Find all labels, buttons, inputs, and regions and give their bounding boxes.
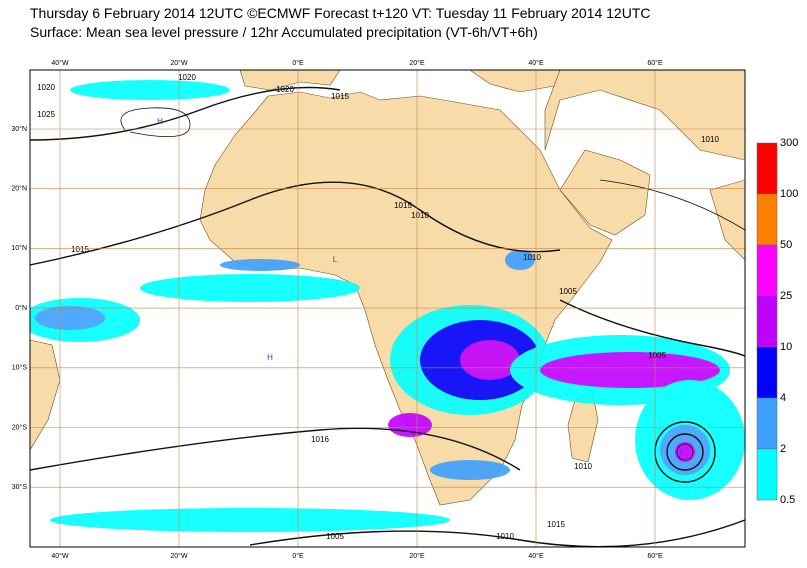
longitude-label: 40°E: [528, 552, 544, 560]
legend-label: 10: [780, 341, 792, 353]
pressure-centre: H: [267, 353, 273, 362]
longitude-label: 40°W: [51, 552, 69, 560]
latitude-label: 20°S: [12, 423, 28, 431]
isobar-label: 1010: [411, 211, 429, 220]
legend-swatch: [756, 142, 778, 195]
map: 1020 1020 1020 1025 1015 1015 1015 1010 …: [30, 70, 745, 547]
isobar-label: 1015: [71, 245, 89, 254]
pressure-centre: L: [680, 447, 685, 456]
longitude-label: 20°W: [170, 552, 188, 560]
pressure-centre: L: [333, 255, 338, 264]
isobar-label: 1005: [326, 532, 344, 541]
latitude-label: 30°N: [11, 125, 27, 133]
isobar-labels: 1020 1020 1020 1025 1015 1015 1015 1010 …: [37, 73, 719, 541]
longitude-label: 20°E: [409, 552, 425, 560]
latitude-label: 10°N: [11, 244, 27, 252]
longitude-label: 0°E: [292, 552, 304, 560]
legend-swatch: [756, 244, 778, 297]
legend-label: 50: [780, 239, 792, 251]
legend-swatch: [756, 397, 778, 450]
latitude-label: 20°N: [11, 185, 27, 193]
isobar-label: 1005: [559, 287, 577, 296]
latitude-label: 30°S: [12, 483, 28, 491]
isobar-label: 1015: [547, 520, 565, 529]
longitude-label: 40°W: [51, 59, 69, 67]
longitude-label: 20°E: [409, 59, 425, 67]
isobar-label: 1010: [523, 253, 541, 262]
longitude-label: 0°E: [292, 59, 304, 67]
isobar-label: 1020: [276, 85, 294, 94]
isobar-label: 1010: [574, 462, 592, 471]
longitude-label: 60°E: [647, 552, 663, 560]
title: Thursday 6 February 2014 12UTC ©ECMWF Fo…: [30, 5, 651, 21]
isobar-label: 1005: [648, 351, 666, 360]
isobar-label: 1015: [394, 201, 412, 210]
pressure-centre: H: [157, 117, 163, 126]
legend-swatch: [756, 193, 778, 246]
isobar-label: 1020: [178, 73, 196, 82]
longitude-label: 20°W: [170, 59, 188, 67]
latitude-label: 0°N: [15, 304, 27, 312]
legend-label: 100: [780, 188, 798, 200]
legend-swatch: [756, 346, 778, 399]
latitude-label: 10°S: [12, 364, 28, 372]
legend-label: 2: [780, 443, 786, 455]
longitude-label: 40°E: [528, 59, 544, 67]
legend-swatch: [756, 448, 778, 501]
isobar-label: 1016: [311, 435, 329, 444]
longitude-label: 60°E: [647, 59, 663, 67]
legend-label: 300: [780, 137, 798, 149]
isobar-label: 1015: [331, 92, 349, 101]
isobar-label: 1025: [37, 110, 55, 119]
legend-swatch: [756, 295, 778, 348]
legend-label: 25: [780, 290, 792, 302]
legend-label: 0.5: [780, 494, 795, 506]
isobar-label: 1020: [37, 83, 55, 92]
isobar-label: 1010: [496, 532, 514, 541]
legend-label: 4: [780, 392, 786, 404]
isobar-label: 1010: [701, 135, 719, 144]
subtitle: Surface: Mean sea level pressure / 12hr …: [30, 24, 538, 40]
